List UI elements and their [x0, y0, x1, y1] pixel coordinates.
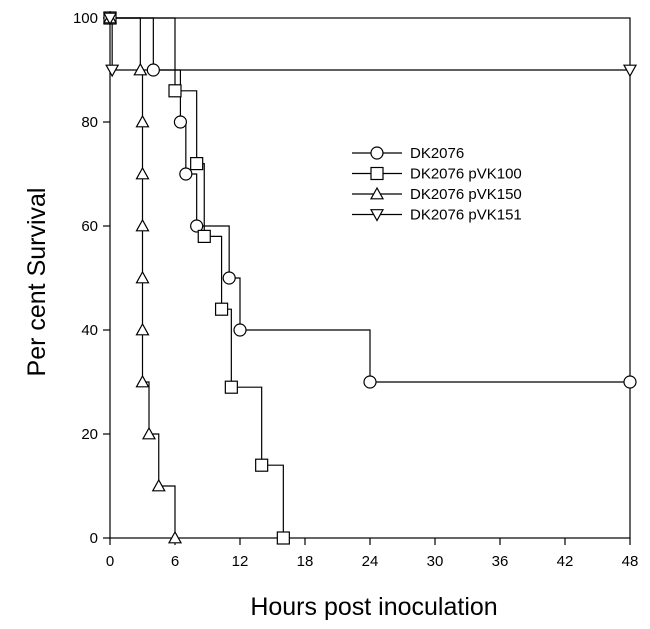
series-1-point	[224, 380, 238, 394]
series-1-point	[190, 157, 204, 171]
series-0-point	[623, 375, 637, 389]
plot-frame	[109, 17, 631, 539]
x-tick-label: 6	[171, 553, 179, 570]
legend-label: DK2076 pVK100	[410, 166, 522, 183]
series-1-line	[110, 17, 284, 538]
series-0-line	[110, 17, 630, 383]
series-2-point	[135, 114, 150, 128]
series-1-point	[168, 84, 182, 98]
x-tick-label: 18	[297, 553, 314, 570]
legend-label: DK2076 pVK150	[410, 186, 522, 203]
y-axis-title: Per cent Survival	[23, 188, 51, 377]
legend-marker	[369, 186, 385, 200]
series-3-point	[102, 12, 118, 26]
series-3-line	[110, 17, 630, 71]
x-tick-label: 24	[362, 553, 379, 570]
series-0-point	[190, 219, 204, 233]
series-2-point	[135, 270, 150, 284]
series-2-point	[167, 530, 183, 544]
series-0-point	[233, 323, 247, 337]
series-1-point	[214, 302, 229, 316]
legend-marker	[370, 166, 384, 181]
legend: DK2076 DK2076 pVK100 DK2076 pVK150 DK2076 p…	[352, 145, 522, 224]
series-2-point	[135, 374, 150, 388]
y-tick-label: 60	[81, 218, 98, 235]
series-2-point	[135, 322, 150, 336]
y-tick-label: 0	[90, 530, 98, 547]
y-tick-label: 40	[81, 322, 98, 339]
x-tick-label: 0	[106, 553, 114, 570]
series-0-point	[179, 167, 193, 181]
legend-label: DK2076 pVK151	[410, 207, 522, 224]
x-axis-title: Hours post inoculation	[250, 593, 497, 621]
series-0-point	[222, 271, 236, 285]
y-tick-label: 100	[73, 10, 98, 27]
series-0-point	[363, 375, 377, 389]
series-1-point	[276, 531, 290, 545]
series-3-point	[622, 64, 638, 78]
x-tick-label: 42	[557, 553, 574, 570]
y-tick-label: 20	[81, 426, 98, 443]
series-0-point	[146, 63, 160, 77]
series-2-point	[135, 218, 150, 232]
series-markers	[102, 10, 638, 545]
legend-label: DK2076	[410, 145, 464, 162]
x-tick-label: 30	[427, 553, 444, 570]
series-2-point	[151, 478, 166, 492]
legend-marker	[370, 146, 384, 160]
y-tick-label: 80	[81, 114, 98, 131]
series-lines	[110, 17, 630, 538]
series-3-point	[105, 64, 120, 78]
axes: 0 6 12 18 24 30 36 42 48 0 20 40 60 80 100	[73, 10, 638, 570]
series-2-point	[141, 426, 157, 440]
series-2-point	[135, 166, 150, 180]
x-tick-label: 48	[622, 553, 639, 570]
x-tick-label: 12	[232, 553, 249, 570]
x-tick-label: 36	[492, 553, 509, 570]
series-0-point	[173, 115, 188, 129]
series-2-point	[133, 62, 148, 76]
legend-marker	[369, 209, 385, 222]
series-1-point	[197, 229, 211, 243]
series-1-point	[255, 458, 269, 472]
